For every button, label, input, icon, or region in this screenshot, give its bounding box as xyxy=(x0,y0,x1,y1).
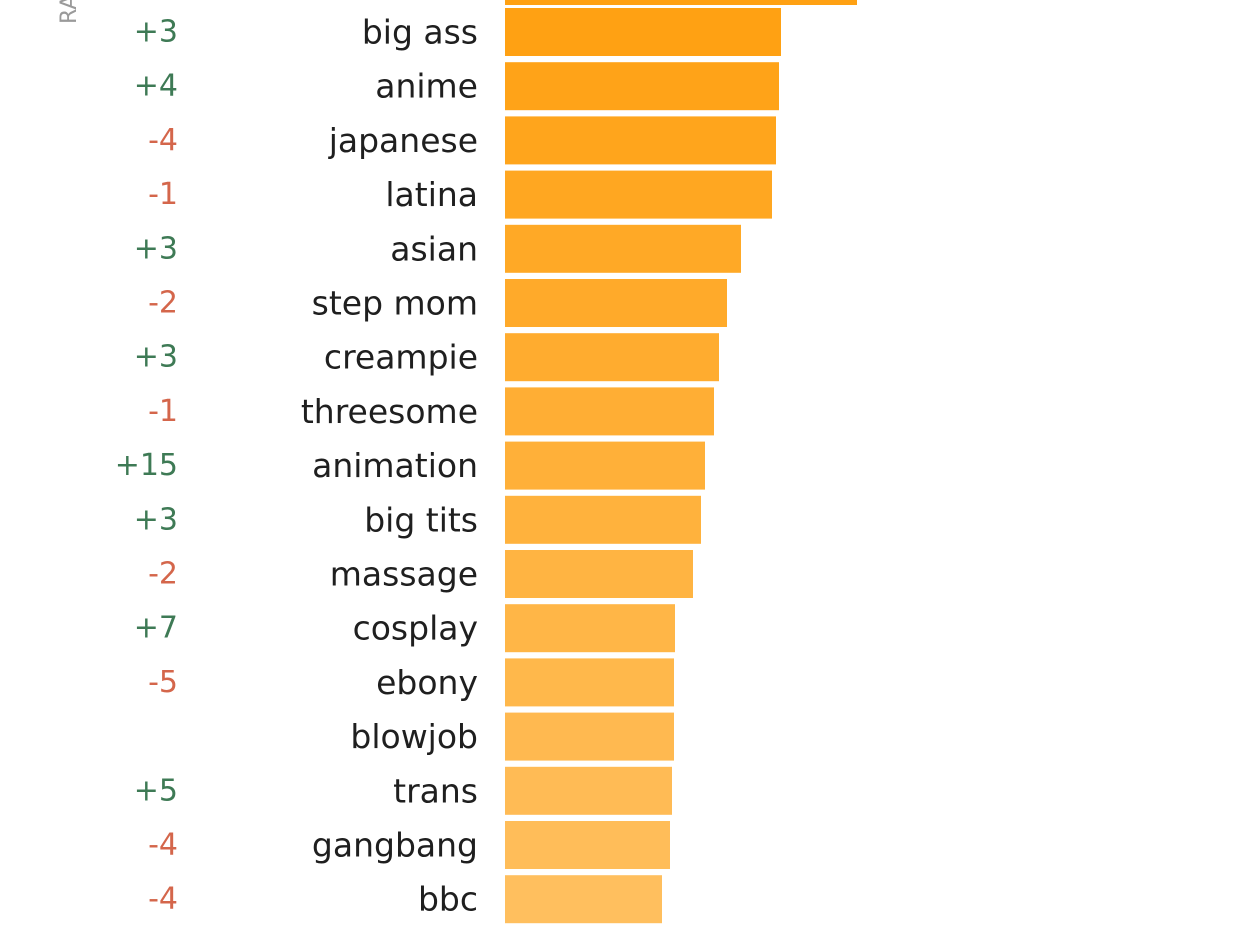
bar-animation xyxy=(505,441,705,490)
bar-creampie xyxy=(505,333,719,382)
rank-change-label: +15 xyxy=(115,448,178,483)
rank-change-label: +3 xyxy=(134,340,178,375)
category-label: big tits xyxy=(364,500,478,539)
category-label: japanese xyxy=(328,121,478,160)
bar-japanese xyxy=(505,116,776,165)
category-label: massage xyxy=(330,555,478,594)
bar-gangbang xyxy=(505,821,670,869)
category-label: bbc xyxy=(418,880,478,919)
bar-trans xyxy=(505,766,672,815)
category-label: step mom xyxy=(312,284,478,323)
bar-big-ass xyxy=(505,8,781,56)
rank-change-label: -1 xyxy=(148,177,178,212)
bar-step-mom xyxy=(505,279,727,327)
rank-change-label: +7 xyxy=(134,611,178,646)
category-label: cosplay xyxy=(353,609,478,648)
bar-cosplay xyxy=(505,604,675,653)
bar-massage xyxy=(505,550,693,598)
rank-change-label: -1 xyxy=(148,394,178,429)
rank-change-label: -5 xyxy=(148,665,178,700)
rank-change-label: -4 xyxy=(148,828,178,863)
category-label: trans xyxy=(393,771,478,810)
category-label: creampie xyxy=(324,338,478,377)
category-label: threesome xyxy=(301,392,478,431)
rank-change-label: -2 xyxy=(148,557,178,592)
bar-ebony xyxy=(505,658,674,707)
rank-change-label: -4 xyxy=(148,123,178,158)
rank-change-label: +4 xyxy=(134,69,178,104)
bar-latina xyxy=(505,170,772,219)
category-label: big ass xyxy=(362,13,478,52)
category-label: ebony xyxy=(376,663,478,702)
category-label: latina xyxy=(385,175,478,214)
bar-threesome xyxy=(505,387,714,436)
bar-bbc xyxy=(505,875,662,924)
bar-big-tits xyxy=(505,495,701,544)
bar-asian xyxy=(505,224,741,273)
rank-change-label: +3 xyxy=(134,15,178,50)
rank-change-label: -2 xyxy=(148,286,178,321)
bar-partial-top xyxy=(505,0,857,5)
bar-blowjob xyxy=(505,712,674,761)
bars-layer xyxy=(505,0,857,924)
category-label: animation xyxy=(312,446,478,485)
category-label: gangbang xyxy=(312,826,478,865)
rank-change-label: +3 xyxy=(134,231,178,266)
rank-change-label: +5 xyxy=(134,773,178,808)
category-label: blowjob xyxy=(350,717,478,756)
labels-layer: big ass +3 anime +4 japanese -4 latina -1 asian +… xyxy=(115,13,478,919)
rank-change-label: +3 xyxy=(134,502,178,537)
bar-anime xyxy=(505,62,779,111)
category-label: asian xyxy=(390,229,478,268)
rank-change-label: -4 xyxy=(148,882,178,917)
rank-axis-title: RA xyxy=(57,0,82,24)
category-label: anime xyxy=(375,67,478,106)
